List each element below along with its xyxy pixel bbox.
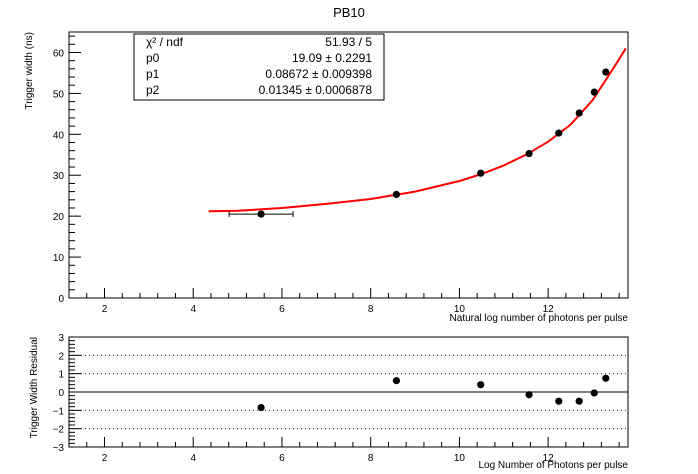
residual-y-axis: −3 −2 −1 0 1 2 3 bbox=[53, 333, 81, 454]
x-tick-label: 12 bbox=[543, 453, 555, 464]
x-tick-label: 6 bbox=[279, 453, 285, 464]
data-point bbox=[590, 389, 598, 397]
chart-title: PB10 bbox=[333, 5, 365, 20]
data-point bbox=[477, 381, 485, 389]
x-tick-label: 4 bbox=[190, 453, 196, 464]
x-tick-label: 6 bbox=[279, 304, 285, 315]
x-tick-label: 10 bbox=[454, 453, 466, 464]
stats-label-chi2: χ² / ndf bbox=[146, 35, 184, 49]
stats-value-p1: 0.08672 ± 0.009398 bbox=[265, 67, 372, 81]
stats-label-p1: p1 bbox=[146, 67, 160, 81]
stats-label-p0: p0 bbox=[146, 51, 160, 65]
data-point bbox=[555, 397, 563, 405]
data-point bbox=[257, 403, 265, 412]
residual-points bbox=[257, 374, 610, 412]
data-point bbox=[602, 68, 610, 76]
data-point bbox=[525, 149, 533, 158]
y-tick-label: 50 bbox=[53, 89, 65, 100]
x-tick-label: 8 bbox=[368, 453, 374, 464]
x-axis-label: Natural log number of photons per pulse bbox=[450, 313, 629, 324]
x-tick-label: 12 bbox=[543, 304, 555, 315]
data-point bbox=[525, 391, 533, 399]
y-tick-label: −1 bbox=[53, 406, 65, 417]
y-tick-label: 0 bbox=[58, 388, 64, 399]
data-point bbox=[392, 190, 401, 199]
residual-grid bbox=[69, 354, 628, 430]
x-tick-label: 2 bbox=[102, 453, 108, 464]
data-point bbox=[477, 169, 485, 177]
plot-frame bbox=[68, 31, 629, 299]
stats-frame bbox=[133, 33, 385, 101]
data-point bbox=[590, 88, 598, 96]
y-tick-label: −2 bbox=[53, 425, 65, 436]
stats-label-p2: p2 bbox=[146, 83, 160, 97]
y-tick-label: 20 bbox=[53, 212, 65, 223]
residual-x-axis: 2 4 6 8 10 12 bbox=[68, 437, 620, 464]
y-tick-label: 10 bbox=[53, 253, 65, 264]
fit-curve bbox=[208, 47, 627, 213]
data-points bbox=[228, 68, 610, 218]
y-axis-label: Trigger width (ns) bbox=[24, 32, 35, 109]
y-tick-label: 1 bbox=[58, 370, 64, 381]
data-point bbox=[392, 377, 401, 385]
y-tick-label: 30 bbox=[53, 171, 65, 182]
y-tick-label: 3 bbox=[58, 333, 64, 344]
x-tick-label: 4 bbox=[190, 304, 196, 315]
data-point bbox=[575, 397, 583, 405]
fit-line bbox=[208, 47, 627, 213]
data-point bbox=[555, 129, 563, 137]
stats-value-p2: 0.01345 ± 0.0006878 bbox=[259, 83, 373, 97]
data-point bbox=[602, 374, 610, 382]
y-axis: 0 10 20 30 40 50 60 bbox=[53, 35, 81, 305]
x-tick-label: 10 bbox=[454, 304, 466, 315]
residual-x-axis-label: Log Number of Photons per pulse bbox=[478, 460, 628, 471]
y-tick-label: −3 bbox=[53, 443, 65, 454]
fit-stats-box: χ² / ndf 51.93 / 5 p0 19.09 ± 0.2291 p1 … bbox=[133, 33, 385, 101]
stats-value-chi2: 51.93 / 5 bbox=[325, 35, 372, 49]
y-tick-label: 40 bbox=[53, 130, 65, 141]
x-axis: 2 4 6 8 10 12 bbox=[68, 288, 620, 315]
x-tick-label: 8 bbox=[368, 304, 374, 315]
data-point bbox=[257, 210, 265, 218]
x-tick-label: 2 bbox=[102, 304, 108, 315]
y-tick-label: 0 bbox=[58, 294, 64, 305]
fit-plot: PB10 0 10 20 30 40 50 60 2 4 6 8 10 12 Trigger widt… bbox=[24, 5, 629, 324]
y-tick-label: 2 bbox=[58, 351, 64, 362]
data-point bbox=[575, 109, 583, 117]
y-tick-label: 60 bbox=[53, 48, 65, 59]
stats-value-p0: 19.09 ± 0.2291 bbox=[292, 51, 372, 65]
residual-y-axis-label: Trigger Width Residual bbox=[29, 337, 40, 438]
